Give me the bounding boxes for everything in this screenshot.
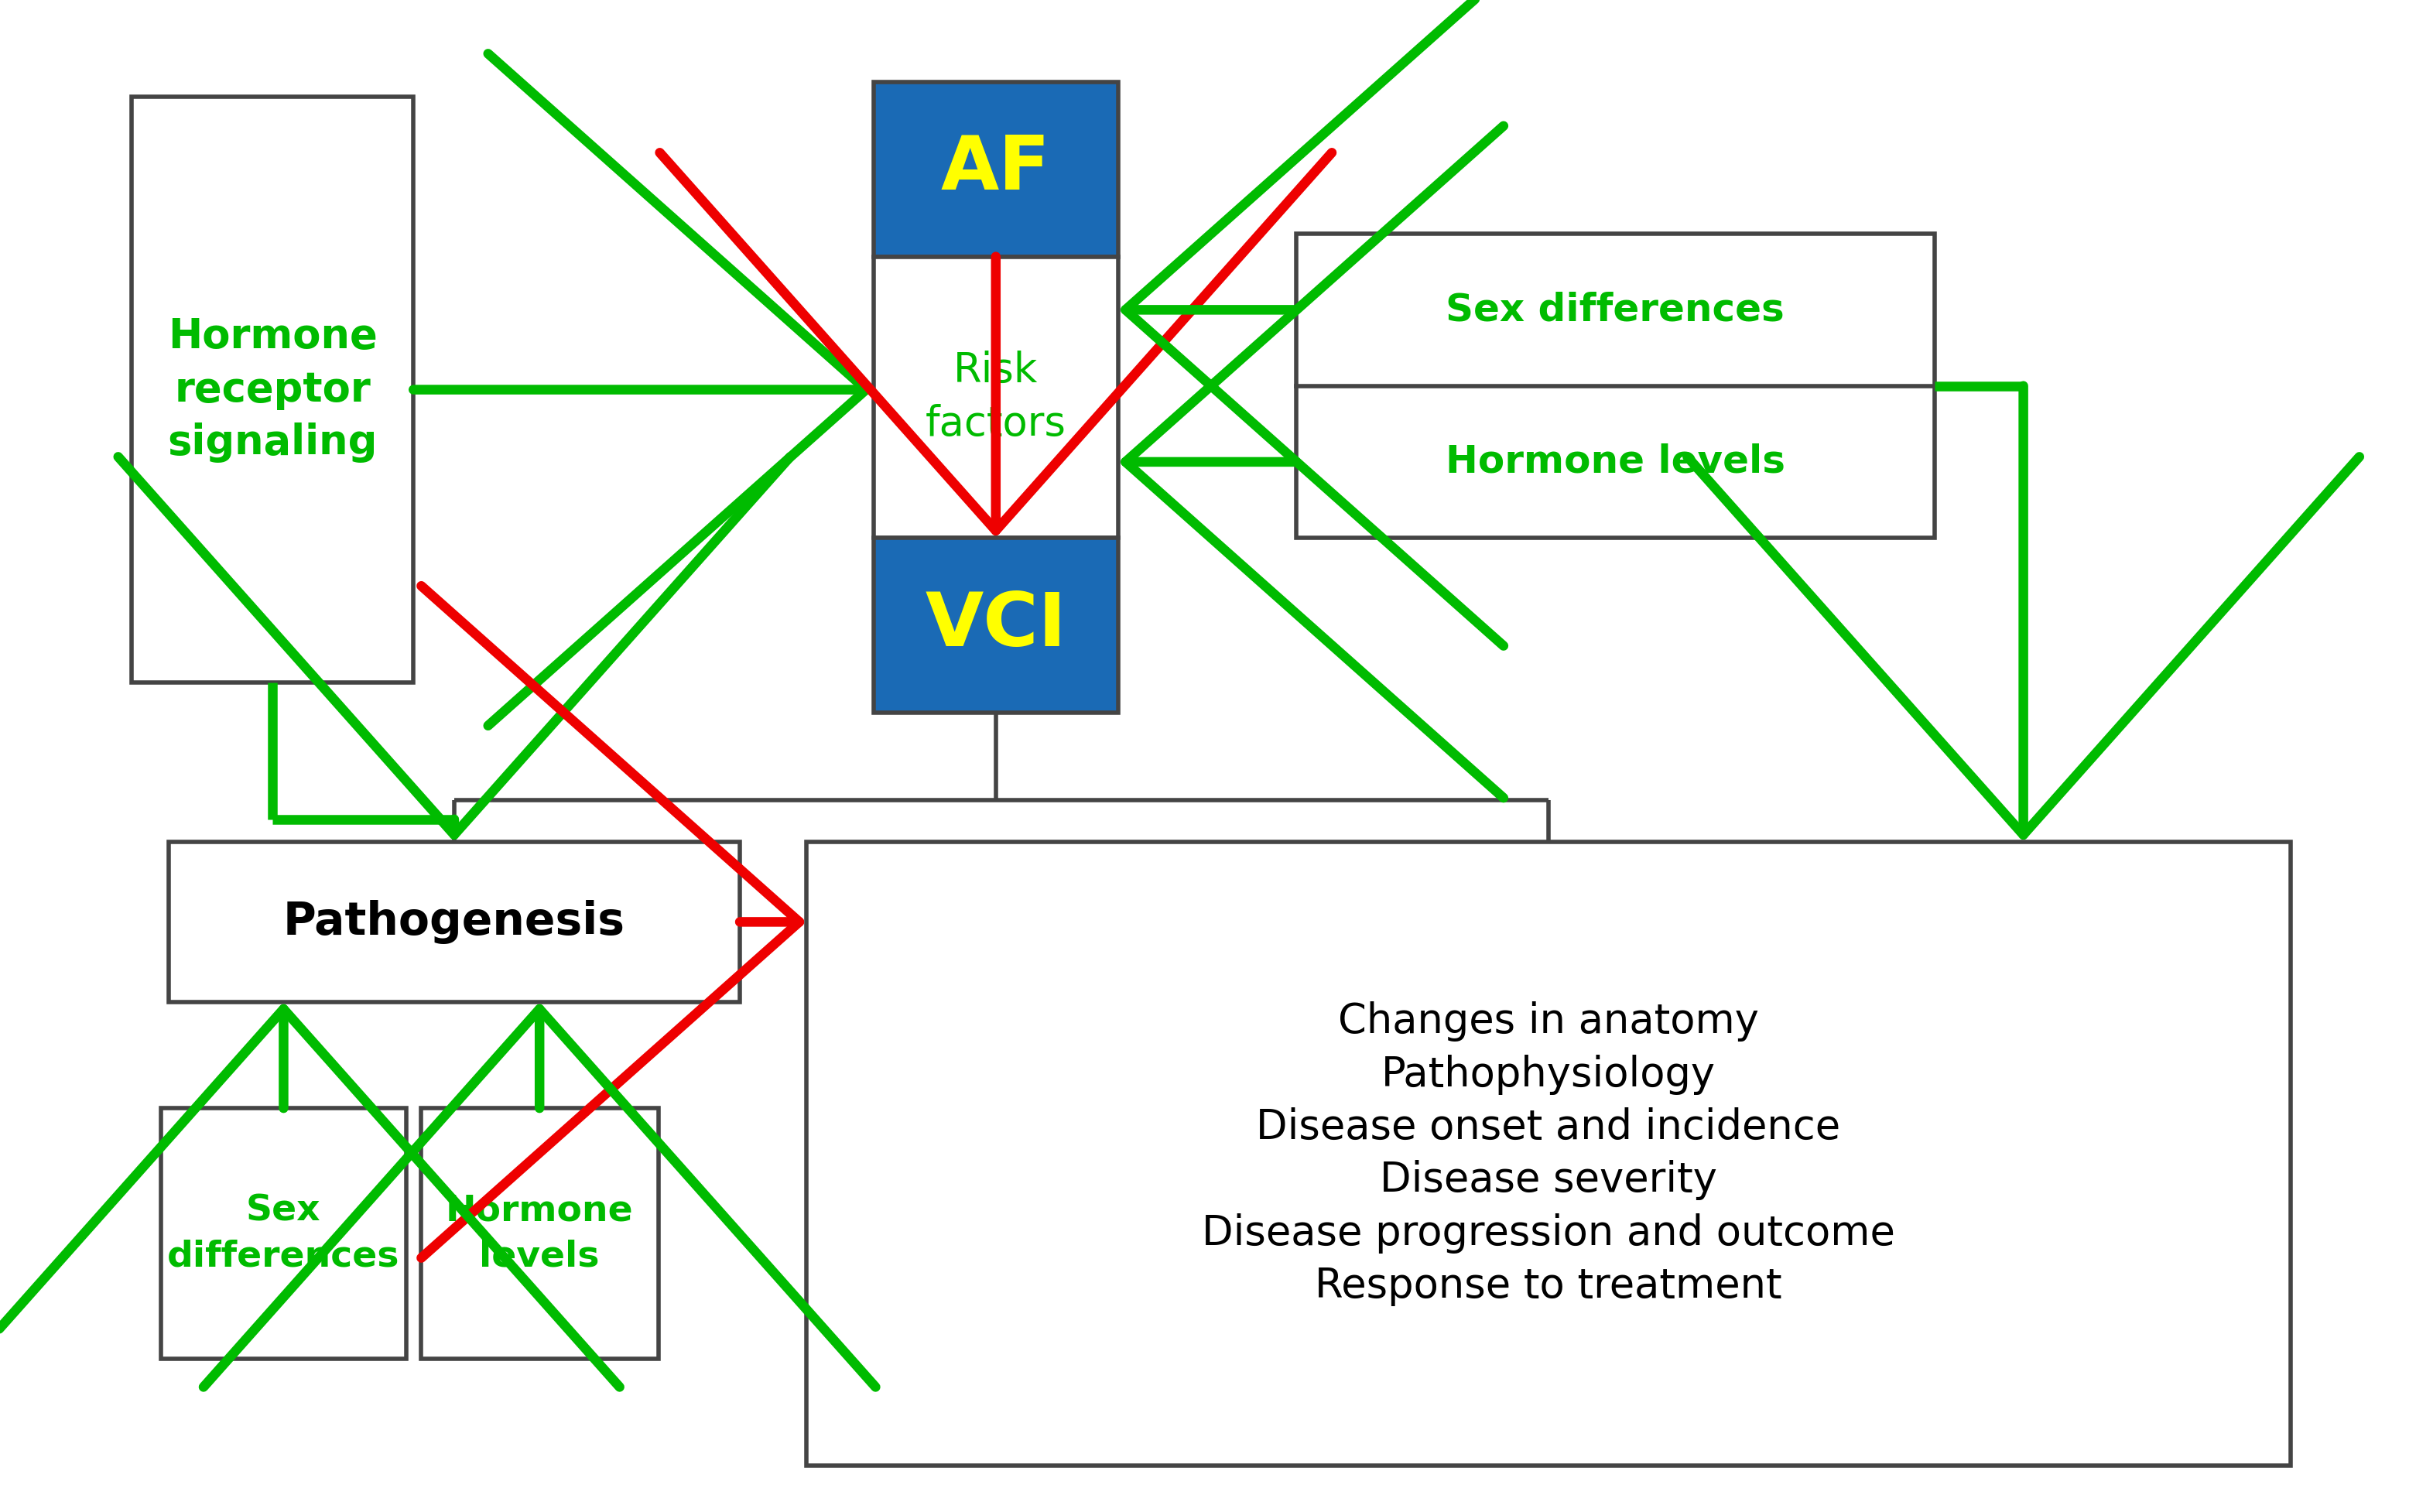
FancyBboxPatch shape bbox=[807, 842, 2290, 1465]
FancyBboxPatch shape bbox=[875, 82, 1119, 257]
Text: VCI: VCI bbox=[925, 590, 1065, 661]
Text: Pathogenesis: Pathogenesis bbox=[283, 900, 626, 943]
FancyBboxPatch shape bbox=[169, 842, 739, 1002]
Text: Risk
factors: Risk factors bbox=[925, 351, 1065, 445]
Text: AF: AF bbox=[940, 133, 1051, 206]
Text: Sex
differences: Sex differences bbox=[167, 1193, 399, 1275]
Text: Changes in anatomy
Pathophysiology
Disease onset and incidence
Disease severity
: Changes in anatomy Pathophysiology Disea… bbox=[1201, 1001, 1894, 1306]
Text: Hormone levels: Hormone levels bbox=[1445, 443, 1785, 481]
Text: Hormone
receptor
signaling: Hormone receptor signaling bbox=[167, 316, 377, 463]
Text: Hormone
levels: Hormone levels bbox=[445, 1193, 633, 1275]
Text: Sex differences: Sex differences bbox=[1445, 292, 1785, 328]
FancyBboxPatch shape bbox=[1297, 234, 1935, 538]
FancyBboxPatch shape bbox=[875, 257, 1119, 538]
FancyBboxPatch shape bbox=[420, 1108, 657, 1359]
FancyBboxPatch shape bbox=[130, 97, 413, 682]
FancyBboxPatch shape bbox=[875, 538, 1119, 712]
FancyBboxPatch shape bbox=[162, 1108, 406, 1359]
